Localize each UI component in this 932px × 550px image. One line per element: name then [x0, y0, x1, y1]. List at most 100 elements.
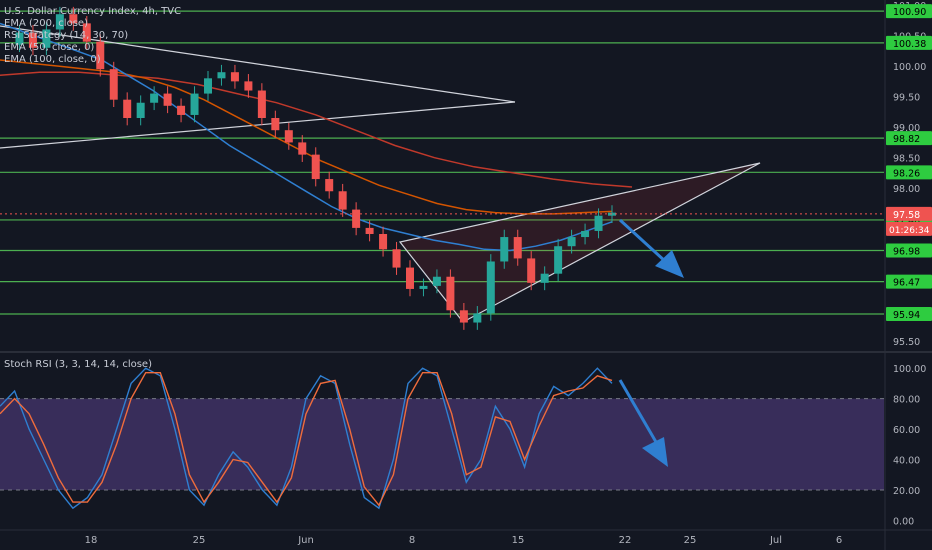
- candle-body[interactable]: [42, 29, 51, 48]
- candle-body[interactable]: [540, 273, 549, 283]
- stoch-title[interactable]: Stoch RSI (3, 3, 14, 14, close): [4, 359, 152, 370]
- stoch-tick-label[interactable]: 20.00: [893, 486, 920, 497]
- candle-body[interactable]: [419, 285, 428, 289]
- candle-body[interactable]: [284, 130, 293, 143]
- price-tick-label[interactable]: 95.50: [893, 337, 920, 348]
- legend-ema200[interactable]: EMA (200, close): [4, 18, 88, 29]
- level-badge: [886, 306, 932, 321]
- candle-body[interactable]: [392, 249, 401, 268]
- candle-body[interactable]: [82, 23, 91, 42]
- level-label: 100.38: [893, 39, 926, 50]
- candle-body[interactable]: [190, 93, 199, 115]
- level-label: 95.94: [893, 310, 920, 321]
- stoch-arrow-head[interactable]: [642, 437, 668, 467]
- candle-body[interactable]: [365, 227, 374, 234]
- stoch-tick-label[interactable]: 40.00: [893, 456, 920, 467]
- candle-body[interactable]: [69, 14, 78, 24]
- candle-body[interactable]: [581, 230, 590, 238]
- candle-body[interactable]: [28, 32, 37, 48]
- level-badge: [886, 131, 932, 146]
- candle-body[interactable]: [554, 246, 563, 274]
- price-tick-label[interactable]: 99.50: [893, 93, 920, 104]
- candle-body[interactable]: [55, 14, 64, 30]
- candle-body[interactable]: [567, 237, 576, 247]
- price-axis[interactable]: 101.00100.50100.0099.5099.0098.5098.0097…: [884, 0, 932, 550]
- candle-body[interactable]: [271, 118, 280, 131]
- candle-body[interactable]: [230, 72, 239, 82]
- current-price-label: 97.58: [893, 210, 920, 221]
- candle-body[interactable]: [446, 276, 455, 311]
- candle-body[interactable]: [15, 32, 24, 45]
- candle-body[interactable]: [109, 69, 118, 100]
- candle-body[interactable]: [257, 90, 266, 118]
- stoch-tick-label[interactable]: 80.00: [893, 395, 920, 406]
- level-label: 96.47: [893, 278, 920, 289]
- stoch-tick-label[interactable]: 100.00: [893, 364, 926, 375]
- candle-body[interactable]: [244, 81, 253, 91]
- candle-body[interactable]: [473, 313, 482, 323]
- candle-body[interactable]: [150, 93, 159, 103]
- candle-body[interactable]: [459, 310, 468, 323]
- current-price-badge: [886, 206, 932, 221]
- trendline-lower[interactable]: [0, 101, 516, 149]
- candle-body[interactable]: [123, 99, 132, 118]
- legend-ema50[interactable]: EMA (50, close, 0): [4, 42, 95, 53]
- x-tick-label[interactable]: 8: [409, 535, 415, 546]
- x-tick-label[interactable]: Jul: [769, 535, 782, 546]
- candle-body[interactable]: [96, 41, 105, 70]
- stoch-tick-label[interactable]: 0.00: [893, 516, 914, 527]
- time-axis[interactable]: 18 25 Jun 8 15 22 25 Jul 6: [0, 529, 932, 546]
- candle-body[interactable]: [527, 258, 536, 283]
- level-badge: [886, 243, 932, 258]
- level-label: 96.98: [893, 246, 920, 257]
- candle-body[interactable]: [594, 215, 603, 231]
- x-tick-label[interactable]: 22: [619, 535, 632, 546]
- candle-body[interactable]: [352, 209, 361, 228]
- candle-body[interactable]: [311, 154, 320, 180]
- ema200-line[interactable]: [0, 71, 633, 188]
- candle-body[interactable]: [136, 102, 145, 118]
- level-label: 98.26: [893, 168, 920, 179]
- x-tick-label[interactable]: 15: [512, 535, 525, 546]
- stoch-d-line[interactable]: [0, 372, 613, 507]
- stoch-tick-label[interactable]: 60.00: [893, 425, 920, 436]
- x-tick-label[interactable]: 6: [836, 535, 842, 546]
- candle-body[interactable]: [325, 179, 334, 192]
- stoch-arrow-shaft[interactable]: [618, 379, 658, 443]
- x-tick-label[interactable]: 25: [684, 535, 697, 546]
- level-badge: [886, 35, 932, 50]
- candle-body[interactable]: [298, 142, 307, 155]
- candle-body[interactable]: [177, 105, 186, 115]
- chart-title[interactable]: U.S. Dollar Currency Index, 4h, TVC: [4, 6, 182, 17]
- legend-rsi-strategy[interactable]: RSI Strategy (14, 30, 70): [4, 30, 129, 41]
- chart-legend: U.S. Dollar Currency Index, 4h, TVC EMA …: [4, 6, 181, 66]
- candle-body[interactable]: [379, 234, 388, 250]
- candle-body[interactable]: [486, 261, 495, 314]
- candle-body[interactable]: [406, 267, 414, 289]
- level-label: 100.90: [893, 7, 926, 18]
- x-tick-label[interactable]: 18: [85, 535, 98, 546]
- candle-body[interactable]: [338, 191, 347, 210]
- candle-body[interactable]: [500, 237, 509, 262]
- stoch-legend: Stoch RSI (3, 3, 14, 14, close): [4, 359, 152, 371]
- x-tick-label[interactable]: 25: [193, 535, 206, 546]
- projection-arrow-head[interactable]: [655, 250, 684, 278]
- candle-body[interactable]: [163, 93, 172, 106]
- price-tick-label[interactable]: 98.00: [893, 184, 920, 195]
- price-tick-label[interactable]: 99.00: [893, 123, 920, 134]
- x-tick-label[interactable]: Jun: [297, 535, 314, 546]
- projection-arrow-shaft[interactable]: [618, 218, 668, 264]
- countdown-badge: [886, 221, 932, 236]
- legend-ema100[interactable]: EMA (100, close, 0): [4, 54, 101, 65]
- candle-body[interactable]: [217, 72, 226, 79]
- candle-body[interactable]: [204, 78, 212, 94]
- price-tick-label[interactable]: 98.50: [893, 154, 920, 165]
- candle-body[interactable]: [432, 276, 441, 286]
- stoch-rsi-pane[interactable]: [0, 367, 884, 510]
- stoch-band: [0, 398, 884, 490]
- countdown-label: 01:26:34: [889, 226, 930, 236]
- price-tick-label[interactable]: 100.00: [893, 62, 926, 73]
- candle-body[interactable]: [513, 237, 522, 259]
- stoch-k-line[interactable]: [0, 367, 613, 510]
